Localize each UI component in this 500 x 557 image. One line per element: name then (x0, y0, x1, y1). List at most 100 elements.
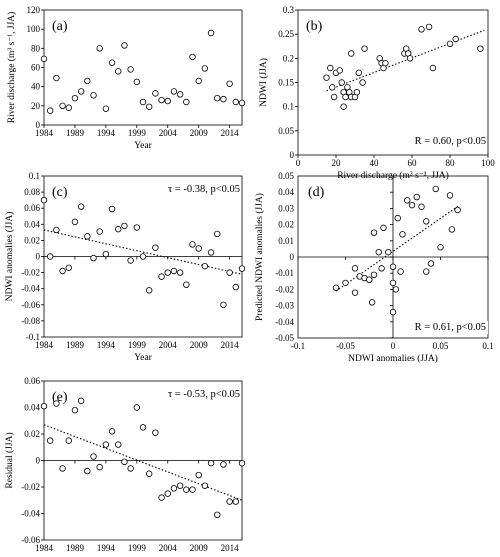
panel-a-data-point (189, 53, 196, 61)
panel-b-data-point (425, 23, 433, 31)
panel-c-data-point (158, 273, 165, 280)
panel-d-y-tick-label: 0.02 (278, 220, 294, 230)
panel-c-data-point (232, 283, 240, 291)
panel-a-data-point (127, 66, 134, 73)
panel-a-y-axis-label: River discharge (m³ s⁻¹, JJA) (6, 12, 17, 124)
panel-d-data-point (423, 268, 430, 275)
panel-c-data-point (201, 262, 209, 270)
panel-d-data-point (389, 263, 397, 270)
panel-e-y-tick-label: -0.06 (21, 535, 40, 545)
panel-a-data-point (176, 91, 184, 98)
panel-c-data-point (214, 230, 221, 238)
panel-b-data-point (327, 64, 334, 72)
panel-e-data-point (59, 465, 66, 472)
panel-e-data-point (164, 490, 171, 497)
panel-a-x-tick-label: 2004 (159, 128, 178, 138)
panel-e-data-point (127, 465, 134, 472)
panel-c-data-point (238, 265, 246, 272)
panel-d-data-point (368, 299, 376, 306)
panel-d-y-tick-label: 0.03 (278, 203, 294, 213)
panel-b-x-tick-label: 60 (408, 158, 418, 168)
panel-c-y-tick-label: 0.06 (24, 203, 40, 213)
panel-d-data-point (351, 289, 359, 296)
panel-c-data-point (65, 264, 72, 271)
panel-b-data-point (429, 64, 437, 72)
panel-b-data-point (353, 88, 361, 96)
panel-e-annotation: τ = -0.53, p<0.05 (168, 389, 240, 400)
panel-a-data-point (183, 98, 190, 106)
panel-c-data-point (176, 269, 184, 276)
panel-c-x-tick-label: 1989 (66, 340, 85, 350)
panel-c-y-tick-label: 0 (36, 252, 41, 262)
panel-b-y-tick-label: 0.05 (278, 126, 294, 136)
panel-a-x-tick-label: 2014 (221, 128, 240, 138)
panel-e-data-point (53, 400, 60, 407)
panel-b-data-point (355, 69, 362, 77)
panel-e-y-tick-label: 0 (36, 456, 41, 466)
panel-a-y-tick-label: 60 (31, 63, 41, 73)
panel-b-x-tick-label: 80 (446, 158, 456, 168)
panel-a-data-point (214, 94, 221, 102)
panel-b-x-tick-label: 40 (370, 158, 380, 168)
panel-d-x-tick-label: 0.1 (482, 341, 493, 351)
panel-c-data-point (220, 301, 227, 308)
panel-c-data-point (90, 254, 97, 262)
panel-d-y-tick-label: 0 (290, 252, 295, 262)
panel-e-x-tick-label: 1989 (66, 543, 85, 552)
panel-a-x-axis-label: Year (134, 141, 152, 151)
panel-e-data-point (108, 428, 116, 435)
panel-d-data-point (437, 244, 444, 251)
panel-c-data-point (152, 244, 159, 251)
panel-d-x-tick-label: -0.05 (336, 341, 355, 351)
panel-e-data-point (102, 441, 110, 448)
panel-d-y-tick-label: 0.05 (278, 171, 294, 181)
panel-a-data-point (115, 68, 122, 75)
panel-b-data-point (446, 40, 454, 48)
panel-c-data-point (102, 250, 110, 258)
panel-b-data-point (348, 50, 355, 57)
panel-a-data-point (201, 65, 209, 72)
panel-e-data-point (90, 453, 97, 460)
panel-b-data-point (382, 59, 389, 67)
panel-b-data-point (338, 79, 345, 86)
panel-e-data-point (96, 463, 103, 471)
panel-c-data-point (84, 233, 91, 240)
panel-c-y-tick-label: 0.08 (24, 187, 40, 197)
panel-a-data-point (220, 95, 227, 103)
panel-d-data-point (332, 284, 340, 291)
panel-d-data-point (370, 271, 378, 279)
panel-c-data-point (207, 249, 215, 256)
panel-a-y-tick-label: 80 (31, 43, 41, 53)
panel-a-data-point (170, 88, 178, 95)
panel-a-data-point (152, 90, 159, 97)
panel-c-y-tick-label: 0.1 (29, 171, 40, 181)
panel-e-data-point (201, 482, 209, 489)
panel-d-y-tick-label: 0.01 (278, 236, 294, 246)
panel-b-data-point (477, 45, 484, 52)
panel-a-data-point (59, 102, 66, 110)
panel-e-data-point (238, 459, 246, 467)
panel-a-data-point (102, 105, 110, 112)
panel-d-y-tick-label: -0.05 (275, 333, 294, 343)
panel-c-data-point (189, 241, 196, 248)
panel-c-data-point (170, 267, 178, 275)
panel-e-data-point (220, 461, 227, 468)
panel-a-data-point (158, 96, 165, 104)
panel-b-y-tick-label: 0.3 (283, 5, 295, 15)
panel-b-panel-label: (b) (306, 19, 323, 34)
panel-e-data-point (77, 397, 85, 405)
panel-a-x-tick-label: 2009 (190, 128, 209, 138)
panel-e-x-tick-label: 2004 (159, 543, 178, 552)
panel-a-y-tick-label: 120 (27, 5, 41, 15)
panel-d-data-point (385, 248, 392, 256)
panel-d-data-point (375, 248, 382, 256)
panel-c-y-tick-label: -0.02 (21, 268, 40, 278)
panel-e-data-point (232, 498, 240, 505)
panel-a-data-point (226, 80, 233, 87)
panel-a-y-tick-label: 20 (31, 101, 41, 111)
panel-c-data-point (133, 224, 141, 231)
panel-c-data-point (53, 226, 60, 234)
panel-d-y-tick-label: -0.01 (275, 268, 294, 278)
panel-a-y-tick-label: 100 (27, 24, 41, 34)
panel-e-data-point (133, 404, 141, 411)
